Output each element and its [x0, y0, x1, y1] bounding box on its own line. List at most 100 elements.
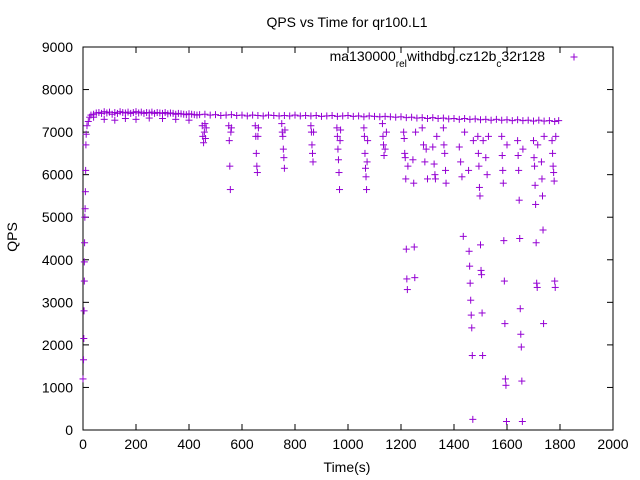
y-tick-label: 2000	[42, 337, 73, 353]
y-tick-label: 7000	[42, 124, 73, 140]
data-point	[79, 375, 87, 383]
data-point	[461, 128, 469, 136]
data-point	[80, 356, 88, 364]
data-point	[336, 137, 344, 145]
y-tick-label: 0	[65, 422, 73, 438]
data-point	[540, 132, 548, 140]
data-point	[502, 381, 510, 389]
data-point	[492, 115, 500, 123]
legend-label: ma130000relwithdbg.cz12bc32r128	[330, 48, 546, 70]
data-point	[254, 124, 262, 132]
data-point	[172, 115, 180, 123]
x-tick-label: 1800	[544, 436, 575, 452]
x-tick-label: 0	[79, 436, 87, 452]
legend-part: 32r128	[501, 48, 545, 64]
data-point	[291, 111, 299, 119]
data-point	[466, 262, 474, 270]
data-point	[477, 266, 485, 274]
legend-marker	[570, 53, 578, 61]
data-point	[379, 132, 387, 140]
data-point	[400, 134, 408, 142]
data-point	[508, 117, 516, 125]
data-point	[403, 286, 411, 294]
data-point	[227, 111, 235, 119]
data-point	[530, 117, 537, 125]
data-point	[501, 375, 509, 383]
data-point	[430, 160, 438, 168]
data-point	[503, 141, 511, 149]
x-tick-label: 1400	[438, 436, 469, 452]
data-point	[498, 132, 506, 140]
data-point	[474, 132, 482, 140]
legend-part: c	[496, 59, 501, 70]
data-point	[532, 239, 540, 247]
data-point	[401, 149, 409, 157]
data-point	[132, 115, 140, 123]
data-point	[429, 114, 437, 122]
data-point	[429, 143, 437, 151]
data-point	[259, 112, 267, 120]
data-point	[555, 117, 563, 125]
data-point	[503, 116, 511, 124]
data-point	[538, 175, 546, 183]
x-axis-ticks: 0 200 400 600 800 1000 1200 1400 1600 1800 2000	[79, 47, 629, 452]
data-point	[355, 112, 363, 120]
data-point	[422, 145, 430, 153]
data-point	[468, 324, 476, 332]
data-point	[80, 335, 88, 343]
y-axis-label: QPS	[4, 222, 20, 252]
data-point	[468, 352, 476, 360]
data-point	[279, 145, 287, 153]
data-point	[238, 111, 246, 119]
data-point	[531, 162, 539, 170]
data-point	[502, 417, 510, 425]
data-point	[500, 277, 508, 285]
data-point	[455, 115, 463, 123]
x-tick-label: 1000	[332, 436, 363, 452]
data-point	[361, 164, 369, 172]
data-point	[418, 124, 426, 132]
y-tick-label: 6000	[42, 167, 73, 183]
data-point	[362, 173, 370, 181]
data-point	[226, 186, 234, 194]
data-point	[551, 117, 559, 125]
data-point	[550, 169, 558, 177]
data-point	[465, 247, 473, 255]
data-point	[84, 117, 92, 125]
data-point	[281, 126, 289, 134]
data-point	[334, 145, 342, 153]
data-point	[333, 132, 341, 140]
data-point	[517, 343, 525, 351]
data-point	[439, 114, 447, 122]
data-point	[360, 113, 368, 121]
plot-frame	[82, 46, 614, 431]
data-point	[409, 156, 417, 164]
x-tick-label: 400	[177, 436, 201, 452]
data-point	[200, 139, 208, 147]
data-point	[514, 116, 522, 124]
data-point	[344, 112, 352, 120]
data-point	[552, 132, 560, 140]
data-point	[545, 117, 553, 125]
data-point	[549, 162, 557, 170]
data-point	[382, 128, 390, 136]
data-point	[310, 128, 318, 136]
data-point	[380, 141, 388, 149]
data-point	[309, 158, 317, 166]
data-point	[312, 112, 320, 120]
data-point	[514, 152, 522, 160]
data-point	[335, 169, 343, 177]
data-point	[474, 149, 482, 157]
data-point	[308, 141, 316, 149]
data-point	[80, 258, 88, 266]
data-point	[360, 124, 368, 132]
data-point	[100, 115, 108, 123]
data-point	[226, 162, 234, 170]
data-point	[551, 283, 559, 291]
data-point	[145, 114, 153, 122]
data-point	[278, 120, 286, 128]
data-point	[482, 115, 490, 123]
data-point	[254, 132, 262, 140]
data-point	[500, 237, 508, 245]
data-point	[465, 166, 473, 174]
